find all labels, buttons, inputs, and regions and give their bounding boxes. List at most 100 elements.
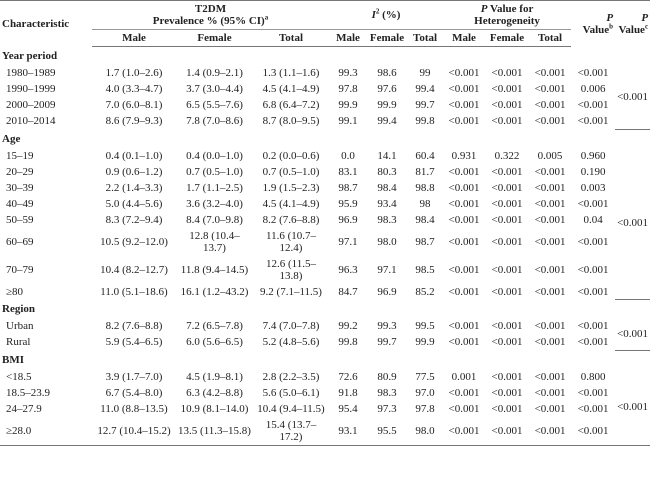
cell: 91.8 bbox=[338, 386, 358, 399]
cell: 5.9 (5.4–6.5) bbox=[105, 336, 163, 348]
cell: 0.190 bbox=[580, 165, 606, 178]
cell: <0.001 bbox=[491, 285, 523, 298]
row-label: 24–27.9 bbox=[6, 402, 42, 415]
cell: 10.9 (8.1–14.0) bbox=[180, 402, 249, 415]
section-label: BMI bbox=[2, 353, 24, 366]
row-label: Rural bbox=[6, 336, 31, 348]
cell: 0.7 (0.5–1.0) bbox=[262, 165, 320, 178]
cell: 2.2 (1.4–3.3) bbox=[105, 181, 163, 194]
cell: 97.1 bbox=[338, 235, 358, 248]
cell: 98.7 bbox=[338, 181, 358, 194]
subheader-cell: Male bbox=[443, 29, 486, 47]
table-header: Characteristic T2DM Prevalence % (95% CI)… bbox=[0, 0, 650, 47]
cell: 77.5 bbox=[415, 370, 435, 383]
cell: 1.9 (1.5–2.3) bbox=[262, 181, 320, 194]
header-sup: 2 bbox=[375, 7, 380, 16]
cell: <0.001 bbox=[534, 285, 566, 298]
data-row: 50–59 8.3 (7.2–9.4) 8.4 (7.0–9.8) 8.2 (7.6–… bbox=[0, 212, 650, 228]
header-text: Value bbox=[582, 23, 610, 36]
cell: 11.0 (5.1–18.6) bbox=[100, 285, 168, 298]
header-sup: c bbox=[644, 22, 649, 31]
cell: <0.001 bbox=[448, 181, 480, 194]
table-body: Year period 1980–1989 1.7 (1.0–2.6) 1.4 (0.… bbox=[0, 47, 650, 446]
cell: 11.6 (10.7–12.4) bbox=[266, 229, 317, 254]
cell: <0.001 bbox=[534, 99, 566, 111]
overall-p-value: <0.001 bbox=[615, 318, 650, 351]
cell: 84.7 bbox=[338, 285, 358, 298]
prevalence-table: Characteristic T2DM Prevalence % (95% CI)… bbox=[0, 0, 650, 446]
cell: <0.001 bbox=[577, 235, 609, 248]
cell: 99.8 bbox=[338, 336, 358, 348]
section-label: Region bbox=[2, 303, 35, 315]
cell: <0.001 bbox=[577, 285, 609, 298]
cell: <0.001 bbox=[491, 181, 523, 194]
cell: <0.001 bbox=[534, 370, 566, 383]
cell: 1.7 (1.1–2.5) bbox=[186, 181, 243, 194]
cell: 81.7 bbox=[415, 165, 435, 178]
cell: <0.001 bbox=[448, 402, 480, 415]
cell: 99.2 bbox=[338, 320, 358, 332]
cell: 98.8 bbox=[415, 181, 435, 194]
cell: 60.4 bbox=[415, 149, 435, 162]
cell: <0.001 bbox=[491, 99, 523, 111]
cell: 97.6 bbox=[377, 83, 397, 95]
cell: 98.4 bbox=[377, 181, 397, 194]
cell: 98.6 bbox=[377, 67, 397, 79]
cell: 8.2 (7.6–8.8) bbox=[262, 213, 320, 226]
cell: 97.8 bbox=[415, 402, 435, 415]
cell: <0.001 bbox=[485, 416, 530, 446]
overall-p-value: <0.001 bbox=[615, 368, 650, 446]
cell: 96.9 bbox=[338, 213, 358, 226]
cell: 15.4 (13.7–17.2) bbox=[253, 416, 330, 446]
header-cell: Characteristic bbox=[0, 0, 92, 47]
cell: 1.4 (0.9–2.1) bbox=[186, 67, 243, 79]
data-row: <18.5 3.9 (1.7–7.0) 4.5 (1.9–8.1) 2.8 (2.2–… bbox=[0, 368, 650, 446]
cell: 99.4 bbox=[377, 115, 397, 127]
cell: <0.001 bbox=[534, 402, 566, 415]
cell: 4.5 (4.1–4.9) bbox=[262, 83, 320, 95]
cell: <0.001 bbox=[491, 263, 523, 276]
cell: <0.001 bbox=[577, 115, 609, 127]
cell: <0.001 bbox=[448, 386, 480, 399]
data-row: ≥80 11.0 (5.1–18.6) 16.1 (1.2–43.2) 9.2 (7.… bbox=[0, 284, 650, 300]
cell: 99.4 bbox=[415, 83, 435, 95]
subheader-cell: Total bbox=[253, 29, 330, 47]
cell: 0.800 bbox=[580, 370, 606, 383]
data-row: 18.5–23.9 6.7 (5.4–8.0) 6.3 (4.2–8.8) 5.6 (… bbox=[0, 385, 650, 401]
cell: 8.6 (7.9–9.3) bbox=[105, 115, 163, 127]
data-row: 15–19 0.4 (0.1–1.0) 0.4 (0.0–1.0) 0.2 (0.0–… bbox=[0, 147, 650, 300]
cell: <0.001 bbox=[534, 115, 566, 127]
cell: <0.001 bbox=[448, 263, 480, 276]
cell: <0.001 bbox=[534, 181, 566, 194]
cell: <0.001 bbox=[448, 197, 480, 210]
cell: <0.001 bbox=[448, 115, 480, 127]
cell: 6.0 (5.6–6.5) bbox=[186, 336, 243, 348]
cell: 1.7 (1.0–2.6) bbox=[105, 67, 163, 79]
data-row: ≥28.0 12.7 (10.4–15.2) 13.5 (11.3–15.8) 15.… bbox=[0, 416, 650, 446]
cell: <0.001 bbox=[491, 213, 523, 226]
section-row: Age bbox=[0, 129, 650, 148]
cell: <0.001 bbox=[577, 197, 609, 210]
cell: <0.001 bbox=[577, 263, 609, 276]
data-row: 2000–2009 7.0 (6.0–8.1) 6.5 (5.5–7.6) 6.8 (… bbox=[0, 97, 650, 113]
cell: 7.0 (6.0–8.1) bbox=[105, 99, 163, 111]
cell: 0.7 (0.5–1.0) bbox=[186, 165, 243, 178]
cell: 80.9 bbox=[377, 370, 397, 383]
cell: 2.8 (2.2–3.5) bbox=[262, 370, 320, 383]
header-sup: b bbox=[609, 22, 614, 31]
cell: <0.001 bbox=[491, 197, 523, 210]
cell: 0.04 bbox=[583, 213, 603, 226]
header-text: Heterogeneity bbox=[474, 15, 540, 27]
cell: 4.0 (3.3–4.7) bbox=[105, 83, 163, 95]
cell: 0.2 (0.0–0.6) bbox=[262, 149, 320, 162]
cell: 99.7 bbox=[377, 336, 397, 348]
row-label: 2010–2014 bbox=[6, 115, 56, 127]
cell: 9.2 (7.1–11.5) bbox=[260, 285, 322, 298]
section-row: Year period bbox=[0, 47, 650, 66]
row-label: 30–39 bbox=[6, 181, 34, 194]
row-label: 70–79 bbox=[6, 263, 34, 276]
cell: <0.001 bbox=[491, 83, 523, 95]
header-text: T2DM bbox=[194, 3, 227, 15]
cell: 99.3 bbox=[338, 67, 358, 79]
